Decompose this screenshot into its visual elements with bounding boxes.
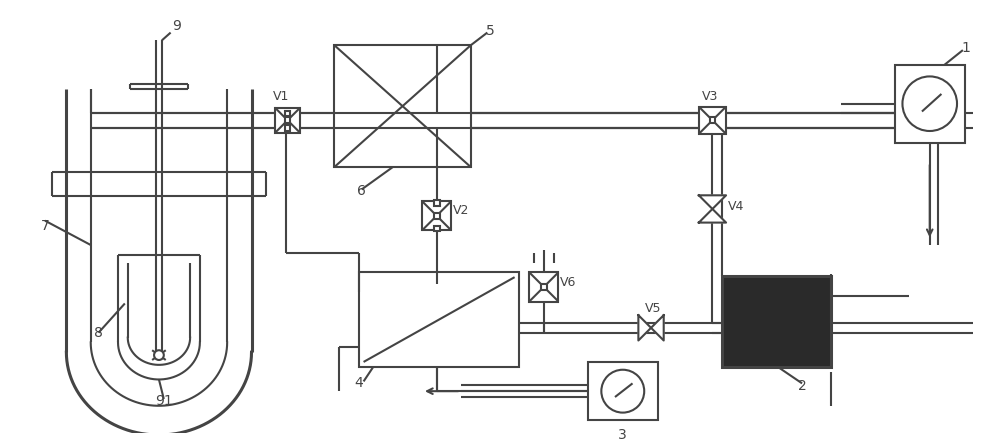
Bar: [699, 107, 726, 134]
Bar: [275, 108, 300, 133]
Polygon shape: [699, 195, 726, 209]
Bar: [285, 110, 290, 117]
Text: 3: 3: [618, 428, 627, 442]
Bar: [434, 200, 440, 206]
Text: V4: V4: [728, 199, 744, 213]
Bar: [334, 45, 471, 167]
Bar: [722, 276, 831, 367]
Text: 91: 91: [155, 394, 173, 408]
Polygon shape: [699, 209, 726, 222]
Circle shape: [154, 350, 164, 360]
Text: 4: 4: [354, 377, 363, 390]
Bar: [285, 125, 290, 131]
Text: 7: 7: [41, 218, 49, 233]
Bar: [710, 117, 715, 123]
Text: V6: V6: [560, 276, 576, 288]
Bar: [434, 225, 440, 231]
Bar: [588, 362, 658, 420]
Text: 9: 9: [172, 19, 181, 33]
Bar: [359, 272, 519, 367]
Text: V5: V5: [645, 302, 661, 315]
Bar: [422, 201, 451, 230]
Text: V3: V3: [702, 90, 719, 103]
Text: 5: 5: [486, 23, 495, 38]
Bar: [541, 284, 547, 290]
Text: 6: 6: [357, 184, 366, 198]
Text: 1: 1: [961, 41, 970, 55]
Circle shape: [601, 370, 644, 412]
Text: 2: 2: [798, 379, 806, 393]
Bar: [285, 117, 290, 123]
Circle shape: [902, 77, 957, 131]
Polygon shape: [638, 315, 651, 341]
Polygon shape: [651, 315, 664, 341]
Bar: [434, 213, 440, 219]
Bar: [529, 272, 558, 302]
Text: V1: V1: [273, 90, 289, 103]
Text: 8: 8: [94, 326, 103, 340]
Text: V2: V2: [453, 204, 469, 218]
Bar: [895, 65, 965, 143]
